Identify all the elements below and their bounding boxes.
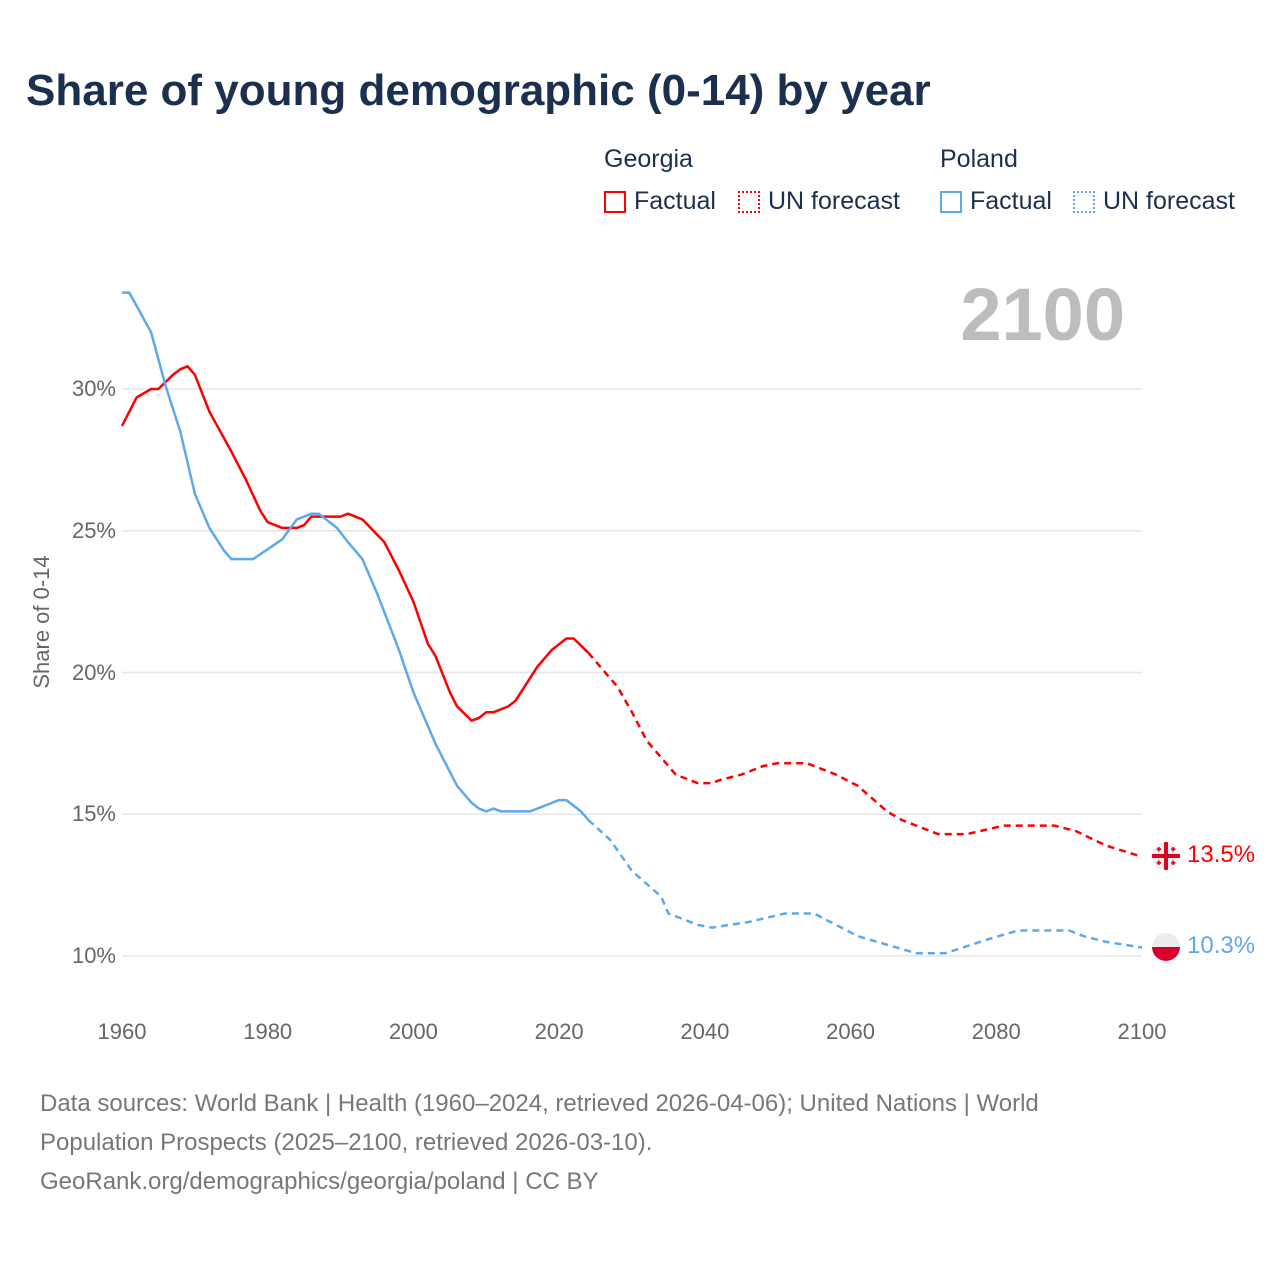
- footer-sources-line2: Population Prospects (2025–2100, retriev…: [40, 1129, 653, 1156]
- legend-swatch-solid-blue: [940, 190, 962, 213]
- legend-label: UN forecast: [1103, 187, 1235, 215]
- georgia-flag-icon: [1152, 842, 1180, 870]
- chart-title: Share of young demographic (0-14) by yea…: [26, 66, 931, 115]
- y-tick-label: 15%: [71, 801, 116, 827]
- legend-georgia-forecast[interactable]: UN forecast: [738, 187, 900, 216]
- x-tick-label: 2060: [826, 1019, 876, 1044]
- y-tick-label: 30%: [71, 376, 116, 401]
- legend-georgia-factual[interactable]: Factual: [604, 187, 716, 216]
- current-year-label: 2100: [960, 273, 1125, 356]
- poland-factual-line: [122, 291, 590, 821]
- legend-poland-forecast[interactable]: UN forecast: [1073, 187, 1235, 216]
- y-tick-label: 10%: [71, 943, 116, 968]
- legend-group-georgia: Georgia: [604, 145, 693, 173]
- legend-poland-factual[interactable]: Factual: [940, 187, 1052, 216]
- x-tick-label: 2020: [534, 1019, 584, 1044]
- x-tick-label: 2000: [388, 1019, 438, 1044]
- georgia-end-label: 13.5%: [1187, 841, 1256, 868]
- georgia-forecast-line: [587, 651, 1143, 858]
- footer-sources-line1: Data sources: World Bank | Health (1960–…: [40, 1090, 1039, 1117]
- x-tick-label: 1980: [243, 1019, 293, 1044]
- x-tick-label: 2080: [971, 1019, 1021, 1044]
- x-tick-label: 2040: [680, 1019, 730, 1044]
- poland-forecast-line: [587, 818, 1143, 955]
- legend-swatch-dotted-red: [738, 190, 760, 213]
- legend-label: UN forecast: [768, 187, 900, 215]
- poland-end-label: 10.3%: [1187, 932, 1256, 959]
- legend-label: Factual: [634, 187, 716, 215]
- legend-swatch-solid-red: [604, 190, 626, 213]
- footer-attribution-link[interactable]: GeoRank.org/demographics/georgia/poland …: [40, 1168, 599, 1195]
- y-tick-label: 20%: [71, 659, 116, 685]
- legend-group-poland: Poland: [940, 145, 1018, 173]
- y-tick-label: 25%: [71, 517, 116, 543]
- georgia-factual-line: [120, 365, 590, 722]
- legend-swatch-dotted-blue: [1073, 190, 1095, 213]
- x-tick-label: 2100: [1117, 1019, 1167, 1044]
- x-tick-label: 1960: [97, 1019, 147, 1044]
- legend-label: Factual: [970, 187, 1052, 215]
- poland-flag-icon: [1152, 933, 1180, 961]
